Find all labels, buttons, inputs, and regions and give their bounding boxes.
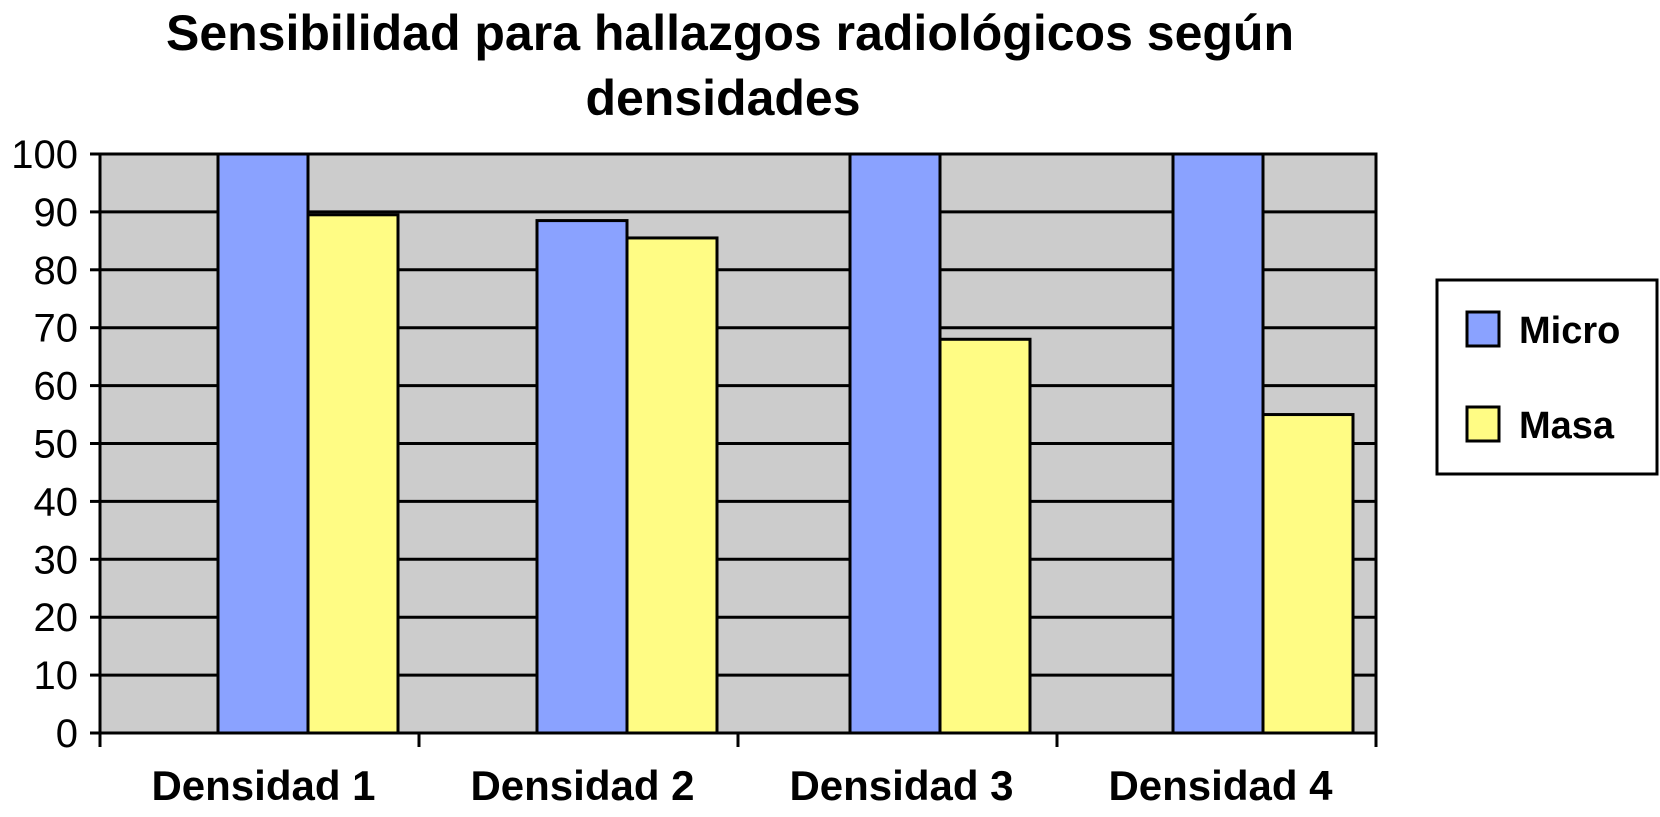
y-axis-ticks: 0 10 20 30 40 50 60 70 80 90 100 [11, 133, 78, 756]
y-tick-label: 100 [11, 133, 78, 177]
bar-micro-3 [848, 152, 942, 735]
bar-micro-4 [1171, 152, 1265, 735]
y-tick-label: 90 [34, 191, 79, 235]
bar-masa-4 [1261, 413, 1355, 735]
y-tick-label: 20 [34, 596, 79, 640]
bar-micro-1 [216, 152, 310, 735]
legend-label-masa: Masa [1519, 405, 1615, 447]
y-tick-label: 80 [34, 249, 79, 293]
bar-micro-2 [535, 219, 629, 735]
chart-title-line-2: densidades [585, 70, 860, 126]
axes [90, 152, 1378, 747]
bar-masa-1 [306, 213, 400, 735]
x-tick-label: Densidad 4 [1108, 762, 1333, 809]
x-tick-label: Densidad 1 [151, 762, 375, 809]
y-tick-label: 10 [34, 654, 79, 698]
y-tick-label: 40 [34, 480, 79, 524]
legend-swatch-masa [1465, 405, 1501, 443]
y-tick-label: 70 [34, 307, 79, 351]
chart-title: Sensibilidad para hallazgos radiológicos… [166, 5, 1294, 126]
bar-masa-3 [938, 337, 1032, 735]
legend: Micro Masa [1435, 278, 1659, 476]
x-tick-label: Densidad 2 [470, 762, 694, 809]
y-tick-label: 0 [56, 712, 78, 756]
chart-title-line-1: Sensibilidad para hallazgos radiológicos… [166, 5, 1294, 61]
x-tick-label: Densidad 3 [789, 762, 1013, 809]
y-tick-label: 50 [34, 423, 79, 467]
y-tick-label: 60 [34, 365, 79, 409]
y-tick-label: 30 [34, 538, 79, 582]
legend-swatch-micro [1465, 310, 1501, 348]
x-axis-ticks: Densidad 1 Densidad 2 Densidad 3 Densidad 4 [151, 762, 1333, 809]
bar-masa-2 [625, 236, 719, 735]
legend-label-micro: Micro [1519, 310, 1620, 352]
